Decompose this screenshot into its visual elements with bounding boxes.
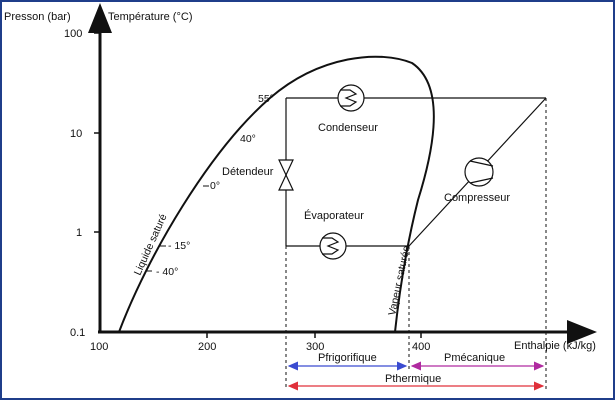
y-axis-title-temperature: Température (°C) <box>108 11 192 23</box>
y-axis-title-pressure: Presson (bar) <box>4 11 71 23</box>
x-tick-label: 100 <box>90 341 108 353</box>
y-tick-label: 100 <box>64 28 82 40</box>
x-tick-label: 200 <box>198 341 216 353</box>
compressor-label: Compresseur <box>444 192 510 204</box>
y-tick-label: 10 <box>70 128 82 140</box>
isotherm-label: 40° <box>240 133 256 145</box>
isotherm-label: 55° <box>258 93 274 105</box>
x-tick-label: 300 <box>306 341 324 353</box>
saturation-dome-curve <box>118 55 435 333</box>
y-tick-label: 1 <box>76 227 82 239</box>
y-tick-label: 0.1 <box>70 327 85 339</box>
isotherm-label: - 15° <box>168 240 190 252</box>
thermal-power-label: Pthermique <box>385 373 441 385</box>
x-axis-title: Enthalpie (kJ/kg) <box>514 340 596 352</box>
isotherm-label: - 40° <box>156 266 178 278</box>
condenser-label: Condenseur <box>318 122 378 134</box>
vapor-curve-label: Vapeur saturée <box>386 245 413 317</box>
expansion-valve-label: Détendeur <box>222 166 274 178</box>
evaporator-icon <box>319 232 347 260</box>
evaporator-label: Évaporateur <box>304 209 364 222</box>
condenser-icon <box>337 84 365 112</box>
isotherm-label: 0° <box>210 180 220 192</box>
refrigeration-power-label: Pfrigorifique <box>318 352 377 364</box>
mechanical-power-label: Pmécanique <box>444 352 505 364</box>
x-tick-label: 400 <box>412 341 430 353</box>
compressor-icon <box>464 157 494 187</box>
expansion-valve-icon <box>278 159 294 191</box>
